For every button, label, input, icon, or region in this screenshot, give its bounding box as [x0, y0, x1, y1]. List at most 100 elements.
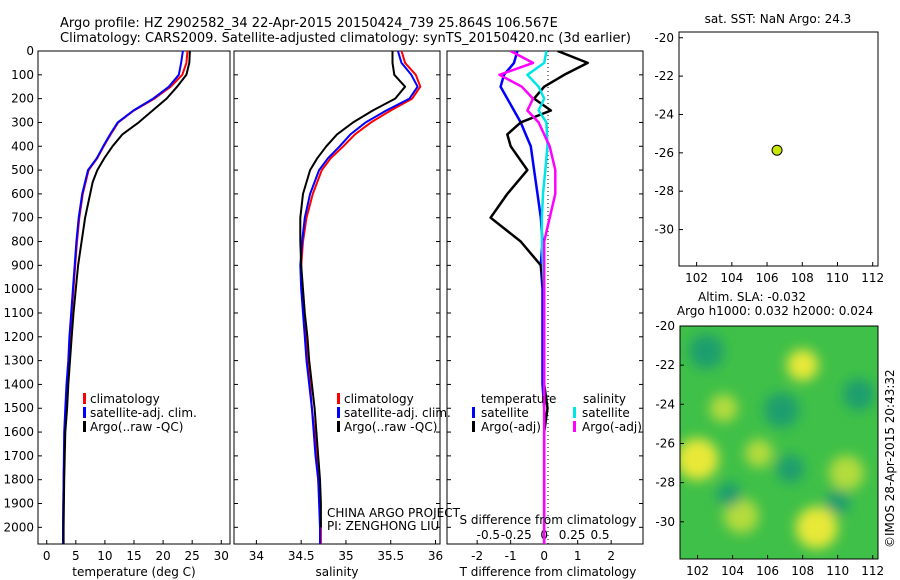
x-tick-label: -2	[471, 549, 483, 563]
s-tick-label: 0.25	[559, 528, 586, 542]
x-tick-label: 35	[338, 549, 353, 563]
figure-title: Argo profile: HZ 2902582_34 22-Apr-2015 …	[60, 16, 558, 31]
series-line-2	[299, 51, 419, 544]
legend-label-t-satellite: satellite	[481, 406, 529, 420]
sla-anomaly-blob	[764, 392, 800, 428]
legend-label-satellite: satellite-adj. clim.	[344, 406, 451, 420]
map-y-tick-label: -22	[654, 69, 674, 83]
x-tick-label: 10	[97, 549, 112, 563]
legend-swatch-t-satellite	[472, 407, 475, 418]
temperature-legend: climatology satellite-adj. clim. Argo(..…	[83, 392, 197, 434]
depth-tick-label: 1300	[3, 354, 34, 368]
legend-swatch-s-satellite	[573, 407, 576, 418]
temperature-axis: 0 5 10 15 20 25 30	[43, 540, 229, 563]
legend-swatch-climatology	[337, 393, 340, 404]
legend-swatch-argo	[83, 421, 86, 432]
sla-anomaly-blob	[723, 498, 759, 534]
depth-tick-label: 1500	[3, 401, 34, 415]
depth-tick-label: 500	[11, 163, 34, 177]
map-y-tick-label: -30	[654, 223, 674, 237]
salinity-panel: 34 34.5 35 35.5 36 salinity climatology sate…	[233, 50, 461, 579]
legend-label-argo: Argo(..raw -QC)	[90, 420, 183, 434]
difference-series-4	[498, 51, 557, 544]
legend-swatch-satellite	[83, 407, 86, 418]
sla-anomaly-blob	[842, 378, 875, 411]
t-difference-label: T difference from climatology	[459, 565, 637, 579]
legend-swatch-argo	[337, 421, 340, 432]
depth-tick-label: 400	[11, 139, 34, 153]
depth-tick-label: 1800	[3, 473, 34, 487]
difference-series-1	[499, 51, 546, 544]
difference-panel: -2 -1 0 1 2-0.5 -0.25 0 0.25 0.5 S difference fr…	[446, 50, 644, 579]
salinity-plot-frame	[233, 50, 441, 545]
difference-lines	[489, 51, 589, 544]
map-y-tick-label: -28	[654, 184, 674, 198]
depth-tick-label: 300	[11, 115, 34, 129]
depth-axis: 0 100 200 300 400 500 600 700 800 900 1000 1100 1200…	[3, 44, 643, 534]
sla-anomaly-blob	[680, 438, 719, 481]
legend-label-climatology: climatology	[344, 392, 414, 406]
legend-label-argo: Argo(..raw -QC)	[344, 420, 437, 434]
x-tick-label: -1	[505, 549, 517, 563]
map-y-tick-label: -22	[655, 358, 675, 372]
sla-anomaly-blob	[795, 506, 838, 549]
map-x-tick-label: 102	[686, 564, 709, 578]
map-y-tick-label: -28	[655, 476, 675, 490]
x-tick-label: 20	[155, 549, 170, 563]
depth-tick-label: 0	[26, 44, 34, 58]
x-tick-label: 5	[72, 549, 80, 563]
x-tick-label: 2	[607, 549, 615, 563]
map-x-tick-label: 112	[861, 271, 884, 285]
legend-label-s-satellite: satellite	[582, 406, 630, 420]
legend-swatch-s-argo	[573, 421, 576, 432]
figure-subtitle: Climatology: CARS2009. Satellite-adjuste…	[60, 31, 631, 46]
series-line-2	[62, 51, 184, 544]
legend-label-satellite: satellite-adj. clim.	[90, 406, 197, 420]
map-x-tick-label: 104	[720, 271, 743, 285]
sla-map-panel: Altim. SLA: -0.032 Argo h1000: 0.032 h20…	[655, 290, 884, 578]
legend-header-salinity: salinity	[583, 392, 626, 406]
sla-heatmap	[680, 333, 875, 549]
sla-anomaly-blob	[776, 454, 805, 483]
map-y-tick-label: -20	[655, 319, 675, 333]
sla-anomaly-blob	[828, 455, 864, 491]
salinity-lines	[299, 51, 422, 544]
credit-project: CHINA ARGO PROJECT	[327, 506, 461, 520]
argo-position-marker	[771, 144, 783, 156]
depth-tick-label: 1200	[3, 330, 34, 344]
sst-map-axes: 102 104 106 108 110 112 -20 -22 -24 -26 -28 -30	[654, 31, 884, 285]
depth-tick-label: 1000	[3, 282, 34, 296]
s-tick-label: 0.5	[590, 528, 609, 542]
map-x-tick-label: 112	[861, 564, 884, 578]
x-tick-label: 35.5	[377, 549, 404, 563]
sla-map-subtitle: Argo h1000: 0.032 h2000: 0.024	[677, 304, 873, 318]
legend-swatch-climatology	[83, 393, 86, 404]
x-tick-label: 0	[540, 549, 548, 563]
temperature-panel: 0100200300400500600700800900100011001200…	[3, 44, 643, 579]
depth-tick-label: 2000	[3, 520, 34, 534]
depth-tick-label: 600	[11, 187, 34, 201]
sst-map-panel: sat. SST: NaN Argo: 24.3 102 104 106 108 110…	[654, 12, 884, 285]
credit-pi: PI: ZENGHONG LIU	[327, 519, 439, 533]
sla-anomaly-blob	[786, 349, 819, 381]
salinity-legend: climatology satellite-adj. clim. Argo(..…	[337, 392, 451, 434]
legend-label-t-argo: Argo(-adj)	[481, 420, 541, 434]
difference-series-2	[489, 51, 589, 544]
map-y-tick-label: -30	[655, 515, 675, 529]
map-y-tick-label: -26	[655, 436, 675, 450]
s-tick-label: -0.5	[477, 528, 500, 542]
imos-timestamp: ©IMOS 28-Apr-2015 20:43:32	[883, 369, 897, 548]
legend-label-s-argo: Argo(-adj)	[582, 420, 642, 434]
sla-anomaly-blob	[716, 482, 742, 507]
temperature-axis-label: temperature (deg C)	[72, 565, 195, 579]
x-tick-label: 36	[428, 549, 443, 563]
x-tick-label: 25	[185, 549, 200, 563]
salinity-axis: 34 34.5 35 35.5 36	[249, 540, 443, 563]
depth-tick-label: 1600	[3, 425, 34, 439]
map-x-tick-label: 110	[826, 271, 849, 285]
map-x-tick-label: 110	[826, 564, 849, 578]
map-y-tick-label: -26	[654, 146, 674, 160]
map-y-tick-label: -24	[655, 397, 675, 411]
sst-map-title: sat. SST: NaN Argo: 24.3	[705, 12, 852, 26]
